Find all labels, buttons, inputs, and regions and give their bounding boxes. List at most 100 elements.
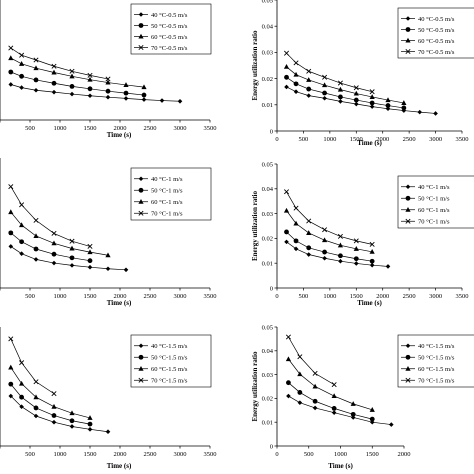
data-point bbox=[312, 383, 318, 389]
y-tick-label: 0.05 bbox=[262, 161, 273, 168]
x-tick-label: 500 bbox=[25, 451, 35, 458]
x-tick-label: 500 bbox=[299, 293, 309, 300]
data-point bbox=[293, 238, 299, 244]
x-tick-label: 3500 bbox=[204, 451, 217, 458]
data-point bbox=[284, 74, 289, 80]
y-tick-label: 0.03 bbox=[262, 50, 273, 57]
data-point bbox=[19, 85, 24, 90]
data-point bbox=[312, 370, 318, 376]
x-tick-label: 3000 bbox=[174, 451, 187, 458]
data-point bbox=[141, 97, 147, 102]
series-2 bbox=[8, 69, 147, 98]
series-line bbox=[10, 338, 55, 394]
data-point bbox=[293, 246, 299, 252]
data-point bbox=[322, 249, 327, 255]
data-point bbox=[51, 391, 57, 397]
data-point bbox=[19, 360, 25, 366]
legend-box bbox=[130, 334, 212, 388]
data-point bbox=[33, 379, 39, 385]
legend-label: 40 °C-1.5 m/s bbox=[151, 343, 188, 350]
data-point bbox=[306, 245, 312, 251]
series-line bbox=[288, 358, 373, 411]
legend-box bbox=[130, 3, 212, 55]
x-tick-label: 500 bbox=[299, 136, 309, 143]
series-3 bbox=[285, 356, 375, 412]
legend-marker bbox=[405, 206, 411, 212]
x-axis-label: Time (s) bbox=[328, 462, 353, 470]
x-tick-label: 0 bbox=[275, 451, 278, 458]
data-point bbox=[19, 251, 24, 256]
series-2 bbox=[284, 74, 407, 111]
data-point bbox=[293, 71, 299, 77]
data-point bbox=[87, 86, 93, 92]
data-point bbox=[284, 229, 289, 235]
data-point bbox=[51, 69, 57, 75]
data-point bbox=[369, 100, 375, 106]
y-tick-label: 0.03 bbox=[262, 372, 273, 379]
legend-label: 50 °C-0.5 m/s bbox=[151, 23, 188, 30]
x-axis-label: Time (s) bbox=[357, 139, 382, 147]
data-point bbox=[69, 410, 75, 416]
x-tick-label: 2000 bbox=[398, 451, 411, 458]
data-point bbox=[87, 72, 93, 78]
data-point bbox=[33, 87, 39, 93]
data-point bbox=[286, 380, 291, 386]
data-point bbox=[321, 237, 328, 243]
data-point bbox=[293, 89, 299, 94]
data-point bbox=[33, 257, 39, 262]
data-point bbox=[338, 253, 343, 259]
series-4 bbox=[283, 50, 375, 95]
x-tick-label: 1000 bbox=[54, 125, 67, 132]
data-point bbox=[19, 394, 24, 400]
data-point bbox=[369, 89, 375, 95]
legend-label: 60 °C-1 m/s bbox=[418, 207, 450, 214]
data-point bbox=[306, 93, 312, 98]
data-point bbox=[322, 95, 327, 101]
series-4 bbox=[8, 336, 57, 397]
x-tick-label: 1000 bbox=[54, 293, 67, 300]
data-point bbox=[105, 76, 111, 82]
x-axis-label: Time (s) bbox=[357, 299, 382, 307]
series-2 bbox=[284, 229, 375, 264]
data-point bbox=[51, 419, 57, 425]
data-point bbox=[8, 45, 14, 51]
data-point bbox=[353, 261, 359, 266]
x-tick-label: 2000 bbox=[114, 293, 127, 300]
x-tick-label: 1500 bbox=[84, 451, 97, 458]
data-point bbox=[51, 240, 57, 246]
chart-panel-6: 0 500 1000 1500 2000 0 0.01 0.02 0.03 0.04 0.05 Tim… bbox=[251, 324, 474, 470]
x-tick-label: 500 bbox=[304, 451, 314, 458]
data-point bbox=[312, 405, 318, 411]
legend-marker bbox=[405, 184, 411, 190]
x-tick-label: 3500 bbox=[456, 136, 469, 143]
data-point bbox=[293, 205, 299, 211]
data-point bbox=[69, 245, 75, 251]
data-point bbox=[306, 230, 312, 235]
legend-label: 50 °C-1.5 m/s bbox=[418, 355, 455, 362]
legend-label: 70 °C-1 m/s bbox=[418, 219, 450, 226]
series-4 bbox=[8, 45, 111, 82]
data-point bbox=[123, 82, 129, 87]
data-point bbox=[105, 266, 111, 272]
data-point bbox=[369, 262, 375, 268]
data-point bbox=[369, 241, 375, 247]
data-point bbox=[33, 413, 39, 419]
legend-marker bbox=[138, 44, 144, 51]
y-tick-label: 0.01 bbox=[262, 102, 273, 109]
series-line bbox=[288, 382, 373, 420]
legend-label: 40 °C-0.5 m/s bbox=[151, 12, 188, 19]
data-point bbox=[293, 220, 299, 226]
legend-box bbox=[397, 334, 474, 388]
data-point bbox=[8, 230, 14, 236]
data-point bbox=[105, 429, 111, 435]
x-tick-label: 3000 bbox=[429, 293, 442, 300]
data-point bbox=[141, 84, 147, 90]
data-point bbox=[369, 407, 375, 412]
data-point bbox=[69, 263, 75, 268]
data-point bbox=[51, 413, 57, 418]
legend-label: 40 °C-1 m/s bbox=[418, 184, 450, 191]
series-line bbox=[286, 191, 373, 245]
data-point bbox=[331, 405, 337, 411]
data-point bbox=[87, 427, 93, 432]
data-point bbox=[87, 415, 93, 420]
